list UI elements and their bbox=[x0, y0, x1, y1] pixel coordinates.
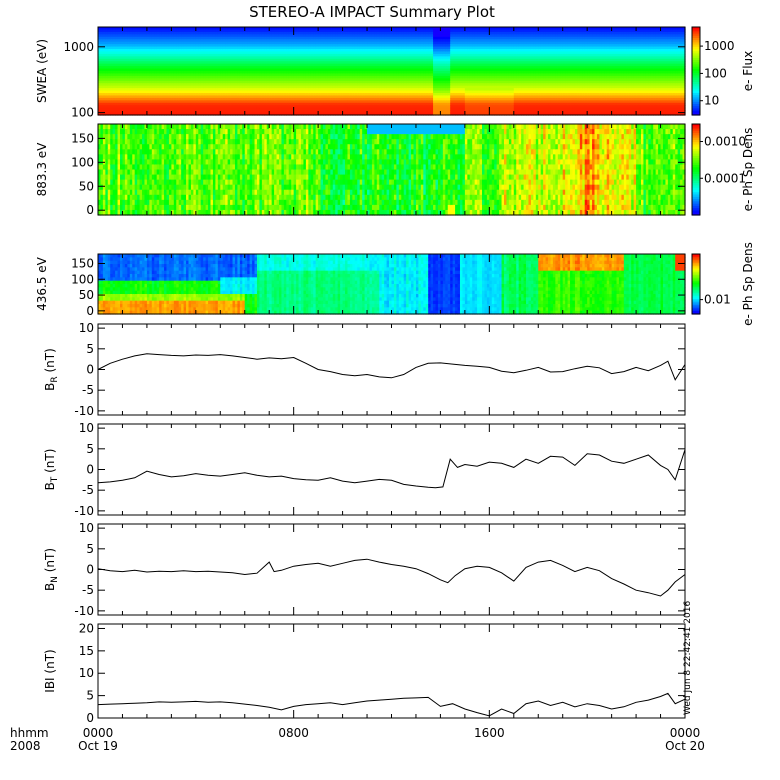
plot-title: STEREO-A IMPACT Summary Plot bbox=[249, 3, 495, 21]
swea-heatmap bbox=[98, 27, 686, 116]
